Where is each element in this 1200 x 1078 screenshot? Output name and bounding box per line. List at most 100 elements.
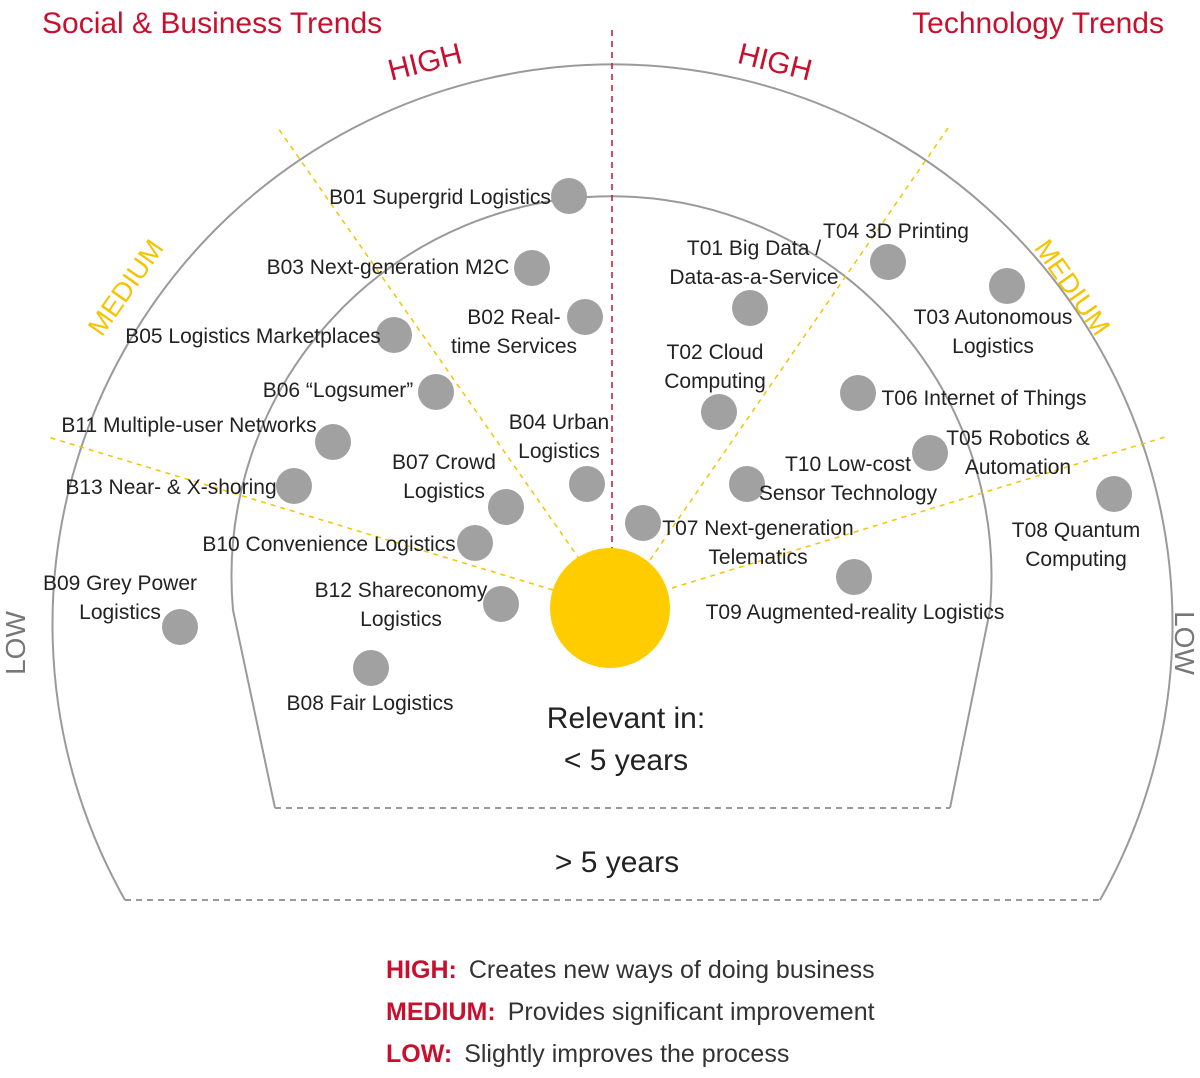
trend-label-line: Data-as-a-Service — [669, 266, 838, 289]
outer-horizon-label: > 5 years — [555, 846, 679, 879]
trend-dot-b08[interactable] — [353, 650, 389, 686]
trend-label-line: B01 Supergrid Logistics — [329, 186, 551, 209]
trend-dot-t04[interactable] — [870, 244, 906, 280]
trend-label-line: time Services — [451, 335, 577, 358]
trend-label-b12: B12 Shareconomy Logistics — [315, 579, 488, 631]
trend-label-t10: T10 Low-cost Sensor Technology — [759, 453, 938, 505]
trend-dot-t10[interactable] — [729, 466, 765, 502]
sector-line-medium-low-left — [47, 436, 554, 591]
trend-label-line: Automation — [965, 456, 1071, 479]
trend-label-line: B03 Next-generation M2C — [267, 256, 510, 279]
trend-labels: B01 Supergrid Logistics B02 Real-time Se… — [43, 186, 1140, 715]
legend-key-high: HIGH: — [386, 956, 457, 984]
trend-label-line: B08 Fair Logistics — [287, 692, 454, 715]
trend-label-line: Telematics — [708, 546, 807, 569]
trend-label-b06: B06 “Logsumer” — [263, 379, 414, 402]
trend-dot-b02[interactable] — [567, 299, 603, 335]
trend-label-line: Logistics — [360, 608, 442, 631]
trend-label-b05: B05 Logistics Marketplaces — [125, 325, 381, 348]
legend-key-medium: MEDIUM: — [386, 998, 496, 1026]
trend-label-line: B05 Logistics Marketplaces — [125, 325, 381, 348]
trend-label-line: Computing — [664, 370, 766, 393]
trend-label-line: B06 “Logsumer” — [263, 379, 414, 402]
sector-line-high-medium-right — [649, 127, 949, 561]
trend-label-b07: B07 Crowd Logistics — [392, 451, 496, 503]
trend-label-line: T05 Robotics & — [946, 427, 1090, 450]
trend-dot-b13[interactable] — [276, 468, 312, 504]
relevance-title: Relevant in: — [547, 702, 705, 735]
trend-label-line: Logistics — [952, 335, 1034, 358]
trend-dot-t02[interactable] — [701, 394, 737, 430]
trend-label-line: Sensor Technology — [759, 482, 938, 505]
trend-label-t01: T01 Big Data / Data-as-a-Service — [669, 237, 838, 289]
trend-label-line: T07 Next-generation — [662, 517, 853, 540]
trend-label-line: B02 Real- — [467, 306, 560, 329]
trend-dot-t01[interactable] — [732, 290, 768, 326]
trend-dot-t05[interactable] — [912, 435, 948, 471]
trend-dot-b10[interactable] — [457, 525, 493, 561]
low-label-left: LOW — [0, 611, 31, 675]
trend-label-b10: B10 Convenience Logistics — [202, 533, 455, 556]
trend-label-t06: T06 Internet of Things — [881, 387, 1086, 410]
trend-dot-b07[interactable] — [488, 489, 524, 525]
trend-label-line: Computing — [1025, 548, 1127, 571]
trend-label-t02: T02 Cloud Computing — [664, 341, 766, 393]
legend-text-high: Creates new ways of doing business — [468, 956, 875, 984]
trend-dot-t09[interactable] — [836, 559, 872, 595]
trend-label-line: B09 Grey Power — [43, 572, 197, 595]
impact-sector-lines — [47, 127, 1166, 591]
trend-label-line: T02 Cloud — [667, 341, 764, 364]
sector-line-high-medium-left — [277, 127, 581, 561]
legend-text-low: Slightly improves the process — [464, 1040, 790, 1068]
trend-label-t09: T09 Augmented-reality Logistics — [706, 601, 1005, 624]
trend-label-line: T06 Internet of Things — [881, 387, 1086, 410]
trend-dot-b06[interactable] — [418, 374, 454, 410]
trend-label-line: B07 Crowd — [392, 451, 496, 474]
trend-label-t04: T04 3D Printing — [823, 220, 969, 243]
trend-label-line: T09 Augmented-reality Logistics — [706, 601, 1005, 624]
trend-dot-t08[interactable] — [1096, 476, 1132, 512]
trend-label-line: B10 Convenience Logistics — [202, 533, 455, 556]
trend-dot-b03[interactable] — [514, 250, 550, 286]
trend-label-t07: T07 Next-generation Telematics — [662, 517, 853, 569]
trend-dot-b09[interactable] — [162, 609, 198, 645]
legend-text-medium: Provides significant improvement — [507, 998, 875, 1026]
relevance-center-sun — [550, 548, 670, 668]
trend-dot-b05[interactable] — [376, 317, 412, 353]
trend-label-line: B13 Near- & X-shoring — [65, 476, 276, 499]
trend-dot-t06[interactable] — [840, 375, 876, 411]
trend-dot-t03[interactable] — [989, 268, 1025, 304]
high-label-left: HIGH — [385, 37, 466, 87]
trend-label-b08: B08 Fair Logistics — [287, 692, 454, 715]
trend-dot-b01[interactable] — [551, 178, 587, 214]
trend-label-b01: B01 Supergrid Logistics — [329, 186, 551, 209]
legend-row-high: HIGH: Creates new ways of doing business — [386, 952, 875, 994]
trend-dot-b04[interactable] — [569, 466, 605, 502]
trend-dots — [162, 178, 1132, 686]
trend-label-line: T03 Autonomous — [914, 306, 1073, 329]
trend-label-t05: T05 Robotics & Automation — [946, 427, 1090, 479]
legend-row-medium: MEDIUM: Provides significant improvement — [386, 994, 875, 1036]
inner-horizon-label: < 5 years — [564, 744, 688, 777]
trend-label-b03: B03 Next-generation M2C — [267, 256, 510, 279]
trend-label-b11: B11 Multiple-user Networks — [61, 414, 316, 437]
heading-technology: Technology Trends — [912, 7, 1164, 40]
trend-label-line: T04 3D Printing — [823, 220, 969, 243]
legend-row-low: LOW: Slightly improves the process — [386, 1036, 875, 1078]
trend-label-t03: T03 Autonomous Logistics — [914, 306, 1073, 358]
trend-label-b13: B13 Near- & X-shoring — [65, 476, 276, 499]
trend-label-line: B12 Shareconomy — [315, 579, 488, 602]
trend-label-t08: T08 Quantum Computing — [1012, 519, 1140, 571]
trend-label-line: T10 Low-cost — [785, 453, 911, 476]
trend-label-line: B11 Multiple-user Networks — [61, 414, 316, 437]
trend-label-b02: B02 Real-time Services — [451, 306, 577, 358]
trend-dot-b11[interactable] — [315, 424, 351, 460]
trend-dot-t07[interactable] — [625, 505, 661, 541]
heading-social-business: Social & Business Trends — [42, 7, 382, 40]
trend-label-line: T01 Big Data / — [687, 237, 821, 260]
trend-label-b04: B04 Urban Logistics — [509, 411, 609, 463]
trend-label-b09: B09 Grey Power Logistics — [43, 572, 197, 624]
trend-label-line: B04 Urban — [509, 411, 609, 434]
trend-dot-b12[interactable] — [483, 586, 519, 622]
